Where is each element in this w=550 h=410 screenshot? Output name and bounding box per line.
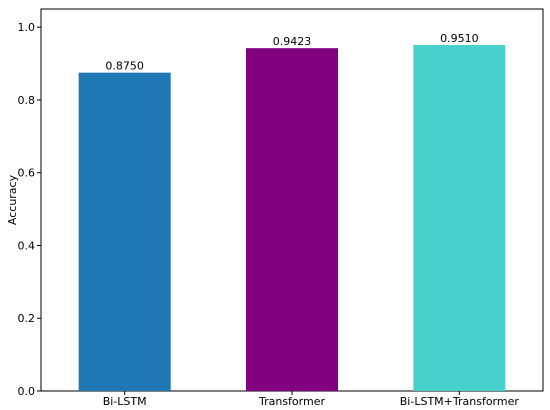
plot-area: 0.0 0.2 0.4 0.6 0.8 1.0 0.8750 Bi-LSTM 0.9423 Tra… [18, 8, 544, 408]
y-axis-label: Accuracy [6, 174, 19, 225]
y-tick-label: 0.4 [18, 239, 36, 252]
bar [413, 45, 506, 391]
bar-value-label: 0.8750 [105, 60, 144, 73]
bar-value-label: 0.9423 [273, 35, 312, 48]
y-tick-label: 0.0 [18, 385, 36, 398]
x-tick-label: Bi-LSTM [103, 395, 147, 408]
bar [78, 72, 171, 392]
y-tick-label: 0.8 [18, 94, 36, 107]
y-tick-label: 1.0 [18, 21, 36, 34]
x-tick-label: Transformer [258, 395, 325, 408]
bar-value-label: 0.9510 [440, 32, 479, 45]
bar [245, 48, 339, 392]
y-tick-label: 0.2 [18, 312, 36, 325]
x-tick-label: Bi-LSTM+Transformer [400, 395, 520, 408]
y-tick-label: 0.6 [18, 167, 36, 180]
